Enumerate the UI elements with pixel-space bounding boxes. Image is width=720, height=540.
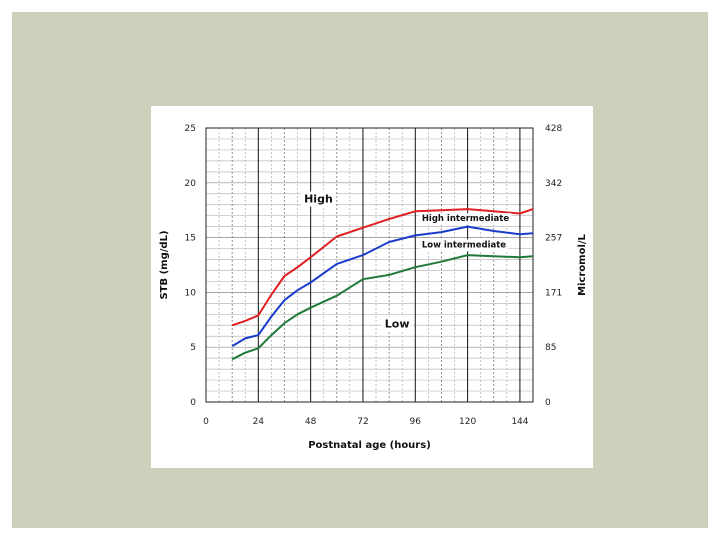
y-axis-title: STB (mg/dL) — [159, 230, 170, 299]
series-line-1 — [231, 208, 534, 327]
x-tick-label: 72 — [357, 417, 368, 427]
x-tick-label: 48 — [305, 417, 317, 427]
y2-tick-label: 257 — [545, 234, 562, 244]
y2-tick-label: 342 — [545, 179, 562, 189]
y2-tick-label: 428 — [545, 124, 562, 134]
zone-label-bg — [301, 191, 336, 207]
x-tick-label: 0 — [203, 417, 209, 427]
series-label: High intermediate — [422, 214, 510, 224]
x-tick-label: 120 — [459, 417, 476, 427]
y-tick-label: 5 — [190, 343, 196, 353]
y-tick-label: 10 — [185, 288, 197, 298]
x-tick-label: 144 — [511, 417, 528, 427]
chart-panel: 0 5 10 15 20 25 0 85 171 257 342 428 0 24 48 72 96 120 144… — [151, 106, 593, 468]
y2-axis-title: Micromol/L — [577, 233, 588, 295]
y2-tick-label: 0 — [545, 398, 551, 408]
series-line-3 — [231, 254, 534, 361]
x-tick-label: 96 — [410, 417, 422, 427]
y2-tick-label: 171 — [545, 288, 562, 298]
y-tick-label: 25 — [185, 124, 196, 134]
x-axis-title: Postnatal age (hours) — [308, 440, 431, 451]
zone-label-bg — [381, 316, 413, 332]
series-label: Low intermediate — [422, 240, 506, 250]
series-label-bg — [419, 239, 509, 252]
plot-frame — [205, 127, 534, 403]
y-tick-label: 20 — [185, 179, 197, 189]
grid — [205, 127, 534, 403]
series-label-bg — [419, 213, 512, 226]
zone-label: Low — [385, 317, 410, 330]
y2-tick-label: 85 — [545, 343, 556, 353]
x-tick-label: 24 — [253, 417, 265, 427]
y-tick-label: 15 — [185, 234, 196, 244]
y-tick-label: 0 — [190, 398, 196, 408]
slide-background: 0 5 10 15 20 25 0 85 171 257 342 428 0 24 48 72 96 120 144… — [12, 12, 708, 528]
series-line-2 — [231, 225, 534, 347]
zone-label: High — [304, 193, 333, 206]
bilirubin-nomogram-chart: 0 5 10 15 20 25 0 85 171 257 342 428 0 24 48 72 96 120 144… — [159, 124, 588, 451]
